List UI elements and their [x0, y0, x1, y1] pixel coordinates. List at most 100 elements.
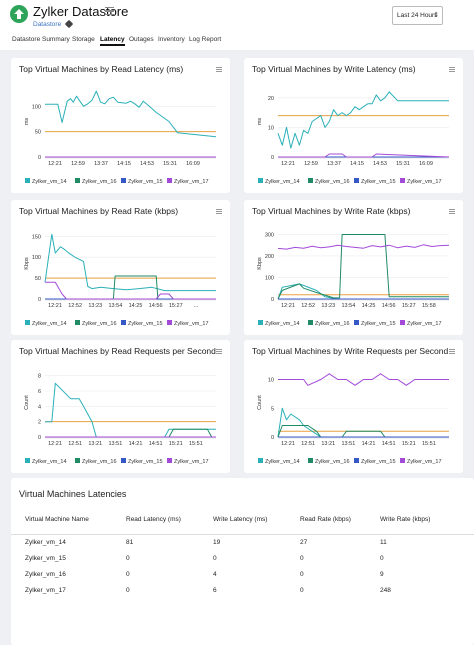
col-read-rate[interactable]: Read Rate (kbps): [286, 506, 366, 535]
chart-title: Top Virtual Machines by Write Requests p…: [252, 346, 449, 356]
legend-label[interactable]: Zylker_vm_17: [407, 459, 442, 465]
cell-read-latency: 0: [126, 554, 130, 562]
legend-swatch[interactable]: [258, 320, 263, 325]
legend-label[interactable]: Zylker_vm_17: [407, 179, 442, 185]
series-line-zylker-vm-14[interactable]: [45, 382, 216, 438]
legend-label[interactable]: Zylker_vm_16: [82, 459, 117, 465]
table-title: Virtual Machines Latencies: [19, 489, 127, 499]
col-write-latency[interactable]: Write Latency (ms): [199, 506, 286, 535]
series-line-zylker-vm-16[interactable]: [45, 428, 216, 438]
col-write-rate[interactable]: Write Rate (kbps): [366, 506, 474, 535]
series-line-zylker-vm-16[interactable]: [277, 234, 449, 300]
legend-swatch[interactable]: [75, 178, 80, 183]
legend-label[interactable]: Zylker_vm_14: [32, 459, 67, 465]
legend-label[interactable]: Zylker_vm_15: [361, 179, 396, 185]
legend-label[interactable]: Zylker_vm_14: [265, 459, 300, 465]
y-axis-label: Count: [24, 395, 30, 410]
legend-label[interactable]: Zylker_vm_16: [315, 321, 350, 327]
tab-latency[interactable]: Latency: [100, 36, 125, 46]
legend-label[interactable]: Zylker_vm_17: [174, 321, 209, 327]
legend-label[interactable]: Zylker_vm_16: [315, 179, 350, 185]
tab-log-report[interactable]: Log Report: [189, 36, 222, 43]
tab-inventory[interactable]: Inventory: [158, 36, 185, 43]
series-line-zylker-vm-17[interactable]: [45, 281, 216, 300]
panel-menu-icon[interactable]: [449, 349, 455, 354]
x-tick-label: 16:09: [186, 161, 200, 167]
legend-swatch[interactable]: [400, 178, 405, 183]
chart-title: Top Virtual Machines by Read Rate (kbps): [19, 206, 179, 216]
legend-label[interactable]: Zylker_vm_14: [265, 179, 300, 185]
legend-label[interactable]: Zylker_vm_15: [361, 459, 396, 465]
legend-label[interactable]: Zylker_vm_14: [32, 179, 67, 185]
legend-swatch[interactable]: [258, 178, 263, 183]
col-read-latency[interactable]: Read Latency (ms): [112, 506, 199, 535]
legend-swatch[interactable]: [167, 320, 172, 325]
series-line-zylker-vm-14[interactable]: [277, 91, 449, 149]
x-tick-label: 13:37: [327, 161, 341, 167]
cell-read-latency: 0: [126, 586, 130, 594]
chevron-updown-icon: ⇕: [433, 12, 439, 19]
legend-label[interactable]: Zylker_vm_14: [265, 321, 300, 327]
legend-label[interactable]: Zylker_vm_15: [361, 321, 396, 327]
panel-menu-icon[interactable]: [216, 209, 222, 214]
x-tick-label: 14:51: [382, 441, 396, 447]
tab-outages[interactable]: Outages: [129, 36, 154, 43]
col-vm-name[interactable]: Virtual Machine Name: [11, 506, 112, 535]
legend-swatch[interactable]: [167, 178, 172, 183]
panel-menu-icon[interactable]: [449, 67, 455, 72]
legend-swatch[interactable]: [25, 320, 30, 325]
legend-swatch[interactable]: [354, 458, 359, 463]
series-line-zylker-vm-14[interactable]: [44, 233, 216, 292]
y-tick-label: 10: [268, 378, 274, 384]
series-line-zylker-vm-14[interactable]: [45, 90, 217, 138]
x-tick-label: 12:21: [48, 303, 62, 309]
legend-swatch[interactable]: [400, 320, 405, 325]
latency-table: Virtual Machine Name Read Latency (ms) W…: [11, 506, 474, 598]
y-tick-label: 0: [38, 297, 41, 303]
x-tick-label: 14:25: [362, 303, 376, 309]
legend-swatch[interactable]: [354, 178, 359, 183]
panel-menu-icon[interactable]: [216, 67, 222, 72]
legend-swatch[interactable]: [308, 458, 313, 463]
tab-storage[interactable]: Storage: [72, 36, 95, 43]
legend-label[interactable]: Zylker_vm_16: [315, 459, 350, 465]
time-range-select[interactable]: Last 24 Hours ⇕: [392, 6, 443, 25]
series-line-zylker-vm-17[interactable]: [277, 244, 450, 250]
legend-swatch[interactable]: [167, 458, 172, 463]
legend-swatch[interactable]: [400, 458, 405, 463]
legend-swatch[interactable]: [121, 458, 126, 463]
series-line-zylker-vm-14[interactable]: [277, 407, 449, 438]
tag-icon[interactable]: [64, 19, 74, 29]
legend-swatch[interactable]: [354, 320, 359, 325]
breadcrumb-datastore[interactable]: Datastore: [33, 21, 62, 28]
legend-swatch[interactable]: [121, 178, 126, 183]
legend-label[interactable]: Zylker_vm_17: [174, 179, 209, 185]
legend-label[interactable]: Zylker_vm_16: [82, 321, 117, 327]
legend-swatch[interactable]: [121, 320, 126, 325]
legend-label[interactable]: Zylker_vm_16: [82, 179, 117, 185]
legend-label[interactable]: Zylker_vm_14: [32, 321, 67, 327]
legend-label[interactable]: Zylker_vm_15: [128, 179, 163, 185]
legend-swatch[interactable]: [75, 320, 80, 325]
series-line-zylker-vm-16[interactable]: [45, 275, 216, 300]
series-line-zylker-vm-17[interactable]: [278, 373, 449, 386]
legend-label[interactable]: Zylker_vm_17: [174, 459, 209, 465]
legend-swatch[interactable]: [75, 458, 80, 463]
legend-label[interactable]: Zylker_vm_17: [407, 321, 442, 327]
legend-swatch[interactable]: [258, 458, 263, 463]
legend-swatch[interactable]: [308, 320, 313, 325]
legend-label[interactable]: Zylker_vm_15: [128, 321, 163, 327]
legend-swatch[interactable]: [308, 178, 313, 183]
y-tick-label: 50: [35, 276, 41, 282]
series-line-zylker-vm-17[interactable]: [278, 153, 450, 158]
menu-icon[interactable]: [105, 7, 114, 15]
y-axis-label: ms: [24, 118, 30, 126]
legend-swatch[interactable]: [25, 458, 30, 463]
legend-label[interactable]: Zylker_vm_15: [128, 459, 163, 465]
panel-menu-icon[interactable]: [216, 349, 222, 354]
cell-write-latency: 0: [213, 554, 217, 562]
legend-swatch[interactable]: [25, 178, 30, 183]
chart-read-rate: Kbps 0 50 100 150 12:21 12:52 13:23 13:54 14:25 14…: [24, 233, 216, 327]
panel-menu-icon[interactable]: [449, 209, 455, 214]
tab-datastore-summary[interactable]: Datastore Summary: [12, 36, 70, 43]
